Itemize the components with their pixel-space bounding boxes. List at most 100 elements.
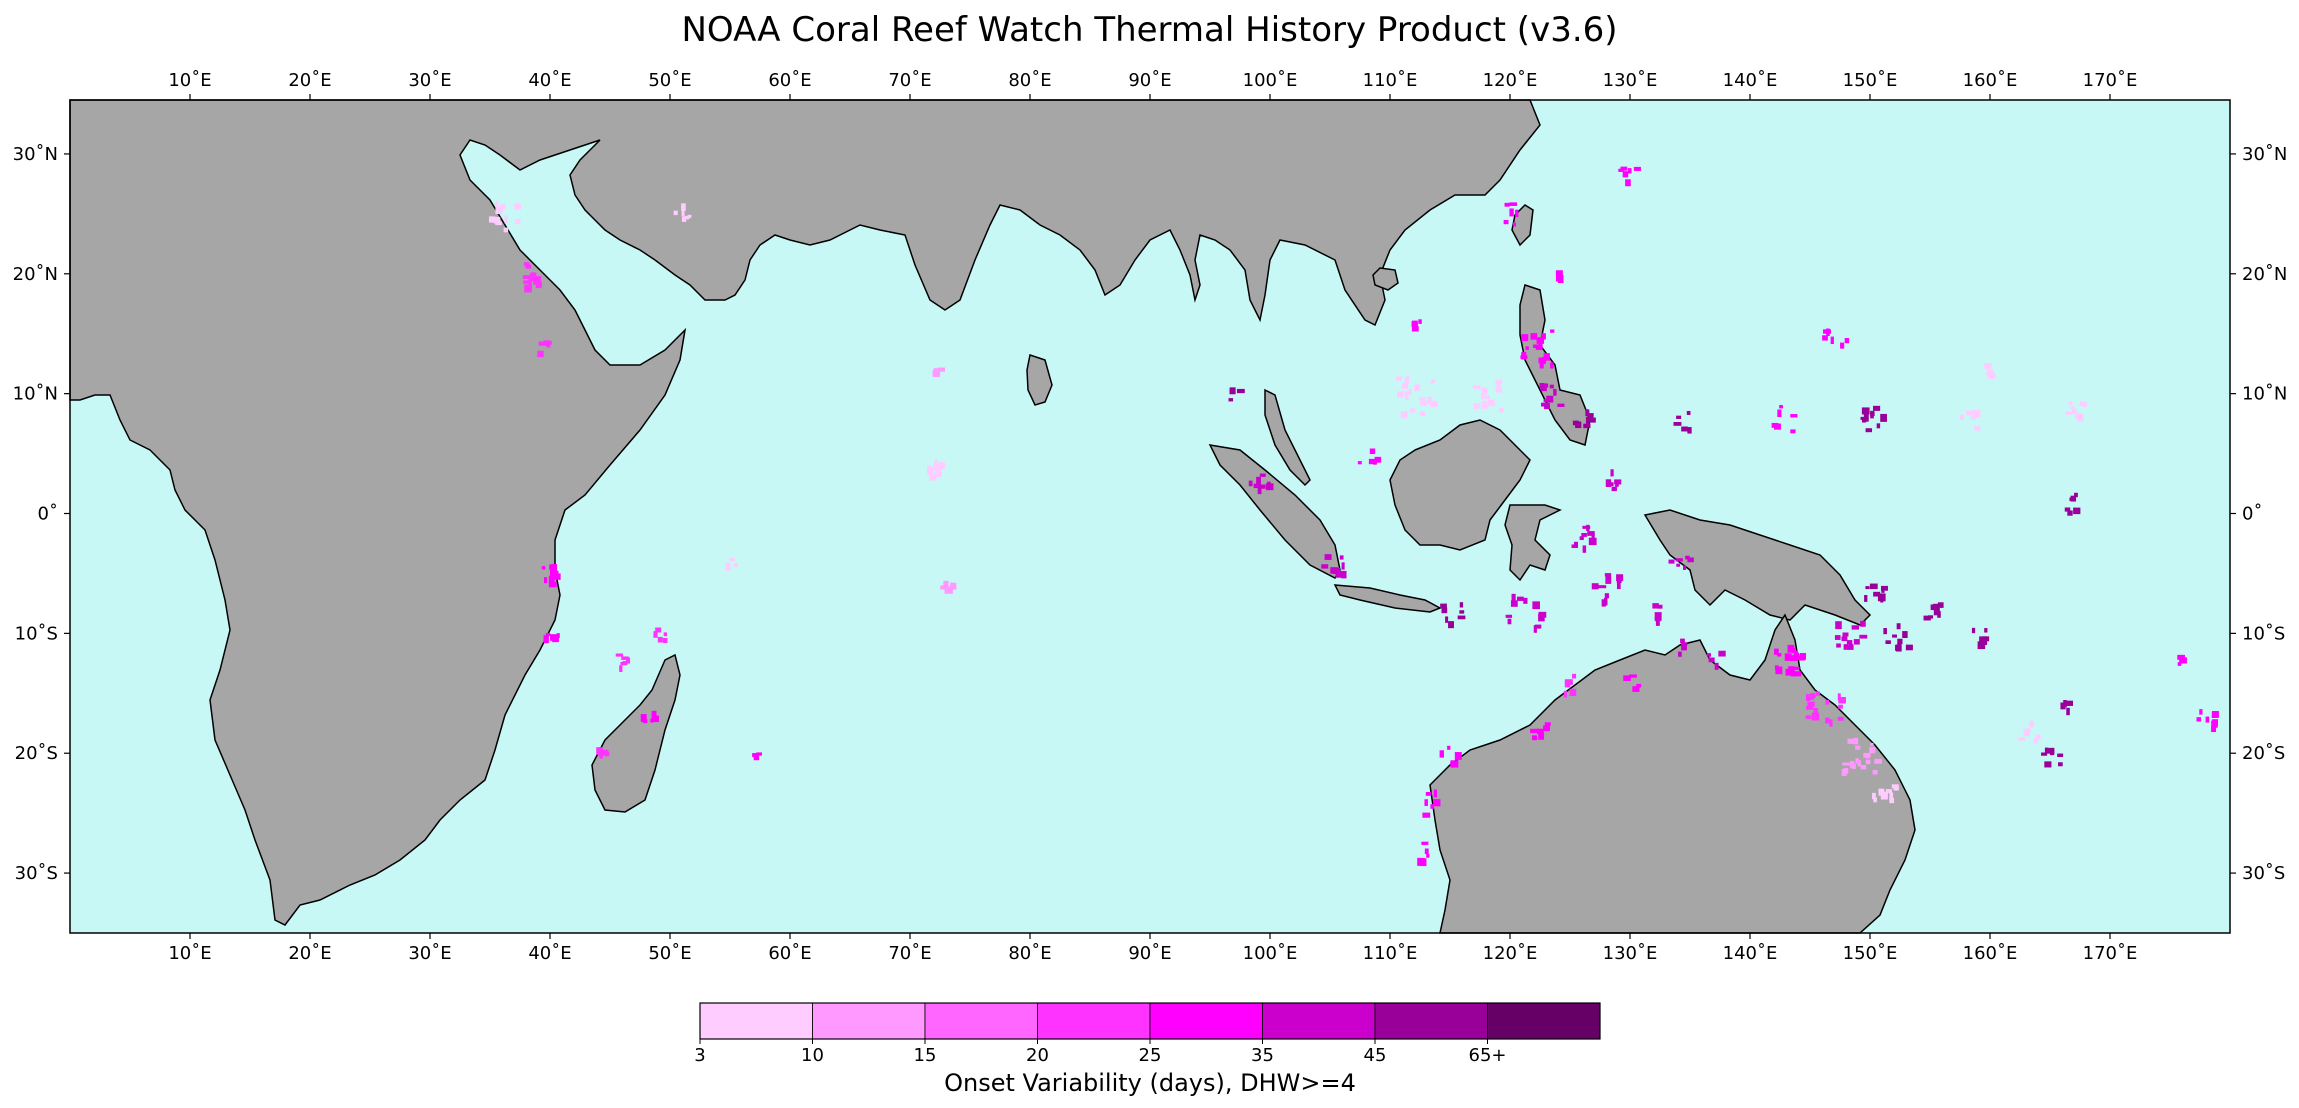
reef-hotspot-marker: [1447, 745, 1451, 750]
reef-hotspot-marker: [2211, 726, 2217, 733]
reef-hotspot-marker: [1799, 652, 1807, 660]
reef-hotspot-marker: [543, 577, 548, 584]
reef-hotspot-marker: [1616, 574, 1624, 582]
reef-hotspot-marker: [1793, 666, 1800, 670]
reef-hotspot-marker: [2205, 716, 2210, 723]
australia-continent: [1429, 613, 1916, 934]
lon-tick-label-top: 60˚E: [768, 70, 811, 91]
lat-ticks-right: 30˚N 20˚N 10˚N 0˚ 10˚S 20˚S 30˚S: [2230, 144, 2287, 884]
lat-tick-label-left: 0˚: [38, 504, 58, 525]
reef-hotspot-marker: [1509, 202, 1518, 206]
reef-hotspot-marker: [1525, 346, 1529, 350]
reef-hotspot-marker: [1774, 665, 1779, 670]
lon-ticks-bottom: 10˚E 20˚E 30˚E 40˚E 50˚E 60˚E 70˚E 80˚E 90˚E 100˚…: [168, 933, 2137, 964]
reef-hotspot-marker: [1454, 752, 1462, 760]
reef-hotspot-marker: [1339, 555, 1344, 560]
reef-hotspot-marker: [753, 755, 760, 761]
reef-hotspot-marker: [1598, 585, 1607, 589]
reef-hotspot-marker: [1984, 628, 1988, 633]
reef-hotspot-marker: [940, 586, 948, 590]
reef-hotspot-marker: [1847, 738, 1855, 744]
reef-hotspot-marker: [651, 710, 657, 719]
reef-hotspot-marker: [1421, 411, 1426, 416]
reef-hotspot-marker: [2064, 507, 2071, 512]
reef-hotspot-marker: [1966, 410, 1974, 416]
reef-hotspot-marker: [1445, 616, 1449, 623]
lat-tick-label-left: 30˚N: [13, 144, 58, 165]
reef-hotspot-marker: [1253, 483, 1261, 489]
reef-hotspot-marker: [1873, 797, 1877, 803]
reef-hotspot-marker: [1374, 456, 1382, 463]
reef-hotspot-marker: [1427, 396, 1433, 404]
reef-hotspot-marker: [1369, 448, 1376, 455]
reef-hotspot-marker: [1406, 375, 1410, 379]
reef-hotspot-marker: [504, 215, 508, 224]
reef-hotspot-marker: [1615, 483, 1619, 487]
reef-hotspot-marker: [1498, 407, 1504, 413]
reef-hotspot-marker: [1321, 564, 1329, 569]
reef-hotspot-marker: [1620, 166, 1628, 171]
reef-hotspot-marker: [1837, 716, 1844, 721]
reef-hotspot-marker: [1538, 340, 1543, 348]
reef-hotspot-marker: [1450, 760, 1459, 768]
reef-hotspot-marker: [1889, 797, 1895, 804]
reef-hotspot-marker: [1419, 858, 1427, 867]
reef-hotspot-marker: [926, 465, 933, 469]
reef-hotspot-marker: [544, 340, 552, 345]
reef-hotspot-marker: [1774, 423, 1781, 430]
reef-hotspot-marker: [1256, 476, 1261, 484]
reef-hotspot-marker: [1530, 728, 1538, 733]
lon-tick-label-bottom: 140˚E: [1723, 943, 1778, 964]
reef-hotspot-marker: [1784, 653, 1792, 661]
reef-hotspot-marker: [1532, 735, 1538, 741]
reef-hotspot-marker: [1970, 413, 1976, 420]
reef-hotspot-marker: [1601, 599, 1606, 607]
reef-hotspot-marker: [1587, 413, 1594, 417]
reef-hotspot-marker: [1937, 602, 1944, 608]
reef-hotspot-marker: [1658, 604, 1663, 609]
reef-hotspot-marker: [1855, 758, 1859, 764]
reef-hotspot-marker: [1853, 639, 1860, 645]
reef-hotspot-marker: [1516, 596, 1524, 601]
reef-hotspot-marker: [1422, 812, 1431, 818]
reef-hotspot-marker: [1971, 627, 1976, 634]
reef-hotspot-marker: [1540, 383, 1547, 392]
reef-hotspot-marker: [1825, 717, 1830, 724]
reef-hotspot-marker: [1790, 414, 1798, 418]
reef-hotspot-marker: [1433, 799, 1441, 807]
java-island: [1333, 584, 1442, 613]
reef-hotspot-marker: [1532, 601, 1540, 610]
reef-hotspot-marker: [949, 588, 953, 594]
reef-hotspot-marker: [1507, 618, 1512, 625]
reef-hotspot-marker: [522, 275, 531, 280]
reef-hotspot-marker: [1959, 414, 1965, 420]
reef-hotspot-marker: [2079, 401, 2087, 406]
lat-tick-label-right: 20˚S: [2242, 743, 2285, 764]
reef-hotspot-marker: [1535, 345, 1543, 350]
reef-hotspot-marker: [1897, 642, 1902, 650]
colorbar-tick-label: 20: [1026, 1045, 1049, 1066]
reef-hotspot-marker: [1822, 335, 1828, 341]
reef-hotspot-marker: [2044, 761, 2052, 768]
reef-hotspot-marker: [2070, 406, 2075, 410]
sri-lanka-island: [1026, 354, 1053, 406]
reef-hotspot-marker: [1974, 426, 1981, 431]
reef-hotspot-marker: [1585, 409, 1590, 417]
reef-hotspot-marker: [503, 227, 509, 233]
reef-hotspot-marker: [1433, 789, 1437, 798]
lon-tick-label-bottom: 80˚E: [1008, 943, 1051, 964]
reef-hotspot-marker: [1267, 481, 1271, 486]
reef-hotspot-marker: [1807, 696, 1815, 700]
reef-hotspot-marker: [1424, 848, 1429, 855]
reef-hotspot-marker: [1530, 333, 1538, 340]
reef-hotspot-marker: [1813, 708, 1818, 715]
reef-hotspot-marker: [1557, 403, 1565, 407]
reef-hotspot-marker: [655, 627, 662, 633]
lat-tick-label-left: 20˚N: [13, 264, 58, 285]
reef-hotspot-marker: [1409, 408, 1416, 413]
reef-hotspot-marker: [2067, 510, 2073, 516]
lon-tick-label-bottom: 10˚E: [168, 943, 211, 964]
reef-hotspot-marker: [2074, 492, 2078, 498]
reef-hotspot-marker: [556, 633, 560, 639]
reef-hotspot-marker: [1439, 750, 1444, 758]
